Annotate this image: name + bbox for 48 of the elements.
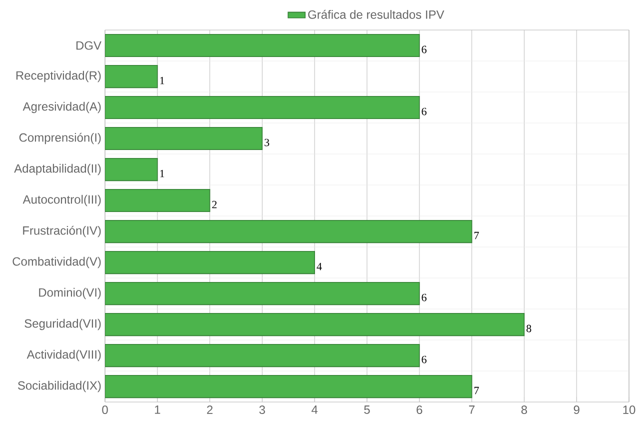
x-tick-label: 0 — [102, 406, 108, 414]
bar — [105, 344, 420, 368]
bar — [105, 312, 525, 336]
bar — [105, 158, 158, 182]
x-tick-label: 3 — [259, 406, 266, 414]
data-label: 6 — [422, 108, 426, 116]
y-tick-label: Comprensión(I) — [19, 132, 101, 144]
y-tick-label: Seguridad(VII) — [24, 318, 101, 330]
data-label: 6 — [422, 356, 426, 364]
data-label: 7 — [474, 232, 479, 240]
y-tick-label: Receptividad(R) — [16, 70, 101, 82]
bar — [105, 282, 420, 306]
data-label: 6 — [422, 294, 426, 302]
data-label: 1 — [160, 76, 164, 84]
y-tick-label: Sociabilidad(IX) — [18, 380, 101, 392]
y-tick-label: Adaptabilidad(II) — [14, 164, 101, 176]
y-tick-label: Agresividad(A) — [22, 102, 101, 114]
bar — [105, 374, 472, 398]
data-label: 3 — [264, 138, 270, 146]
x-tick-label: 6 — [416, 406, 422, 414]
x-tick-label: 2 — [207, 406, 213, 414]
x-tick-label: 10 — [623, 406, 636, 414]
y-tick-label: Actividad(VIII) — [26, 350, 101, 362]
data-label: 7 — [474, 386, 479, 394]
x-tick-label: 9 — [574, 406, 580, 414]
bar — [105, 126, 263, 150]
data-label: 2 — [212, 200, 217, 208]
bar — [105, 34, 420, 58]
bar — [105, 250, 315, 274]
x-tick-label: 7 — [469, 406, 475, 414]
data-label: 6 — [422, 46, 426, 54]
data-label: 4 — [316, 262, 322, 270]
x-tick-label: 4 — [312, 406, 318, 414]
x-tick-label: 1 — [154, 406, 160, 414]
bar — [105, 220, 472, 244]
x-tick-label: 5 — [364, 406, 370, 414]
bar — [105, 64, 158, 88]
data-label: 1 — [160, 170, 164, 178]
bar — [105, 188, 210, 212]
x-tick-label: 8 — [521, 406, 528, 414]
data-label: 8 — [526, 324, 532, 332]
y-tick-label: Dominio(VI) — [39, 288, 101, 300]
y-tick-label: Autocontrol(III) — [22, 194, 101, 206]
y-tick-label: Combatividad(V) — [12, 256, 101, 268]
bar — [105, 96, 420, 120]
y-tick-label: Frustración(IV) — [23, 226, 101, 238]
legend-label: Gráfica de resultados IPV — [308, 10, 444, 19]
y-tick-label: DGV — [76, 41, 102, 50]
